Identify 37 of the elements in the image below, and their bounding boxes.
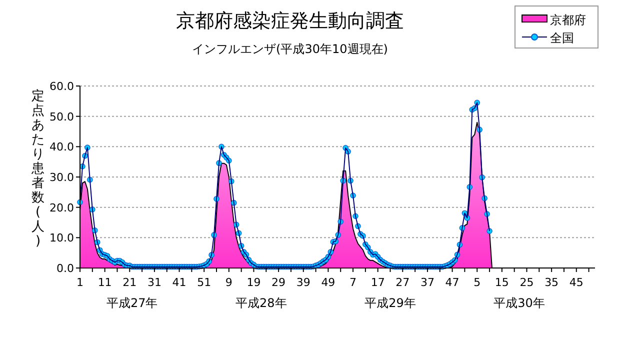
x-tick-label: 49 <box>321 276 336 289</box>
legend-label: 全国 <box>550 31 574 45</box>
x-tick-label: 9 <box>225 276 232 289</box>
y-tick-label: 0.0 <box>56 262 74 275</box>
x-tick-label: 19 <box>246 276 261 289</box>
y-tick-label: 60.0 <box>50 80 74 93</box>
x-tick-label: 5 <box>474 276 481 289</box>
x-tick-label: 31 <box>147 276 162 289</box>
y-tick-label: 30.0 <box>50 171 74 184</box>
x-tick-label: 47 <box>445 276 460 289</box>
y-tick-label: 20.0 <box>50 201 74 214</box>
x-tick-label: 41 <box>172 276 186 289</box>
x-tick-label: 21 <box>122 276 137 289</box>
x-tick-label: 39 <box>296 276 310 289</box>
x-tick-label: 25 <box>520 276 534 289</box>
x-tick-label: 45 <box>569 276 584 289</box>
text: 定点あたり患者数(人) <box>32 89 44 249</box>
y-tick-label: 40.0 <box>50 140 74 154</box>
chart-subtitle: インフルエンザ(平成30年10週現在) <box>192 42 388 56</box>
chart-title: 京都府感染症発生動向調査 <box>176 10 404 32</box>
x-tick-label: 29 <box>272 276 286 289</box>
x-tick-label: 11 <box>98 276 112 289</box>
text: 平成29年 <box>364 296 416 310</box>
y-tick-label: 50.0 <box>50 110 74 124</box>
x-tick-label: 35 <box>544 276 559 289</box>
x-tick-label: 37 <box>420 276 434 289</box>
y-tick-label: 10.0 <box>50 232 74 245</box>
legend-label: 京都府 <box>550 13 586 27</box>
x-tick-label: 15 <box>494 276 509 289</box>
x-tick-label: 1 <box>76 276 84 289</box>
text: 平成27年 <box>106 296 158 310</box>
text: 平成28年 <box>236 296 287 310</box>
x-tick-label: 27 <box>396 276 410 289</box>
x-tick-label: 7 <box>350 276 357 289</box>
x-tick-label: 17 <box>370 276 385 289</box>
text: 平成30年 <box>494 296 545 310</box>
x-tick-label: 51 <box>197 276 212 289</box>
